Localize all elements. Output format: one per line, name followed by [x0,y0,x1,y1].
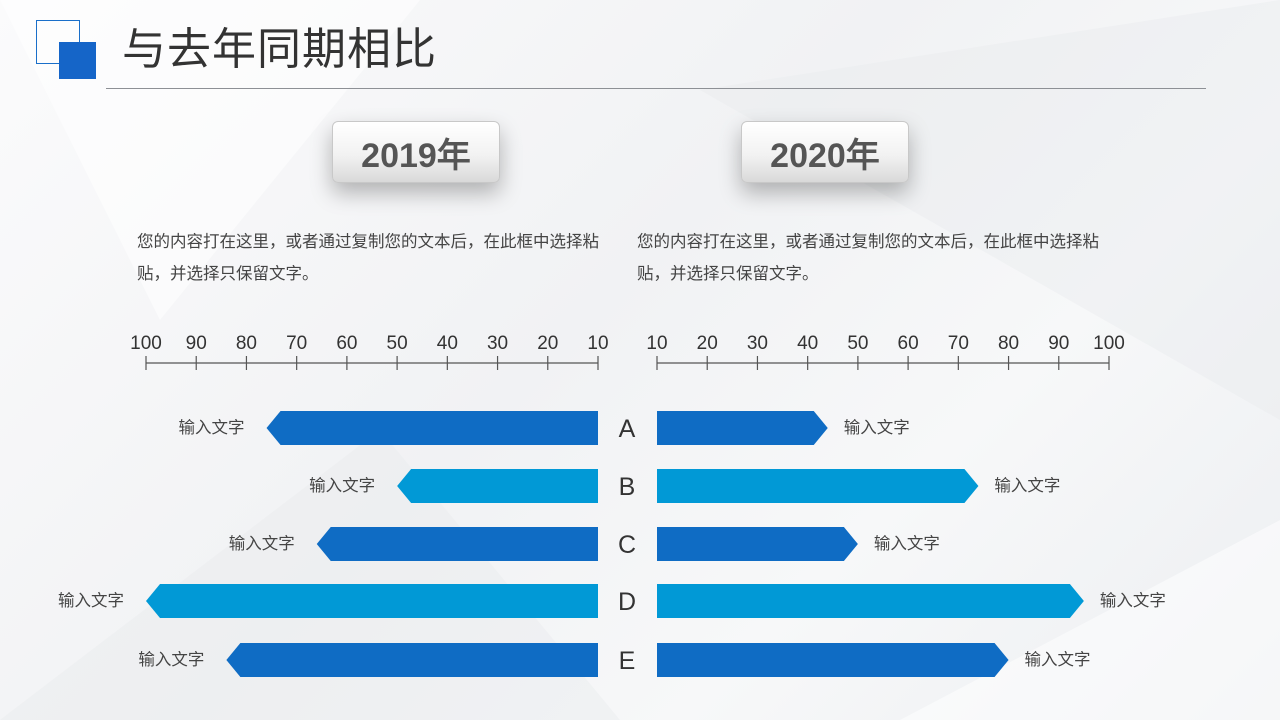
left-tick-label: 70 [286,333,307,354]
left-tick-label: 20 [537,333,558,354]
right-tick-label: 20 [697,333,718,354]
right-tick-label: 60 [898,333,919,354]
bar-2019-B [397,469,598,503]
left-tick-label: 60 [336,333,357,354]
bar-label-2019: 输入文字 [58,591,124,610]
left-tick-label: 10 [587,333,608,354]
category-label: B [619,473,636,501]
right-tick-label: 80 [998,333,1019,354]
right-tick-label: 40 [797,333,818,354]
bar-2020-D [657,584,1084,618]
left-tick-label: 100 [130,333,162,354]
left-tick-label: 80 [236,333,257,354]
year-label-2019: 2019年 [332,121,500,183]
right-description: 您的内容打在这里，或者通过复制您的文本后，在此框中选择粘贴，并选择只保留文字。 [637,232,1099,283]
right-tick-label: 10 [646,333,667,354]
bar-2020-C [657,527,858,561]
bar-label-2019: 输入文字 [179,418,245,437]
bar-2019-D [146,584,598,618]
bar-label-2020: 输入文字 [874,534,940,553]
bar-2020-A [657,411,828,445]
right-tick-label: 90 [1048,333,1069,354]
bar-label-2020: 输入文字 [844,418,910,437]
left-tick-label: 90 [186,333,207,354]
category-label: E [619,647,636,675]
category-label: C [618,531,636,559]
bar-label-2019: 输入文字 [138,650,204,669]
category-label: D [618,588,636,616]
category-label: A [619,415,636,443]
left-tick-label: 30 [487,333,508,354]
bar-2019-E [226,643,598,677]
bar-2019-C [316,527,598,561]
logo-mark [36,20,98,82]
bar-label-2020: 输入文字 [1025,650,1091,669]
page-title: 与去年同期相比 [122,24,437,75]
right-tick-label: 30 [747,333,768,354]
bar-2020-E [657,643,1009,677]
title-divider [106,88,1206,89]
left-tick-label: 40 [437,333,458,354]
bar-label-2020: 输入文字 [1100,591,1166,610]
left-tick-label: 50 [387,333,408,354]
right-tick-label: 70 [948,333,969,354]
right-tick-label: 100 [1093,333,1125,354]
right-tick-label: 50 [847,333,868,354]
bar-label-2020: 输入文字 [994,476,1060,495]
year-label-2020: 2020年 [741,121,909,183]
bar-label-2019: 输入文字 [229,534,295,553]
bar-label-2019: 输入文字 [309,476,375,495]
left-description: 您的内容打在这里，或者通过复制您的文本后，在此框中选择粘贴，并选择只保留文字。 [137,232,599,283]
bar-2020-B [657,469,979,503]
bar-2019-A [266,411,598,445]
